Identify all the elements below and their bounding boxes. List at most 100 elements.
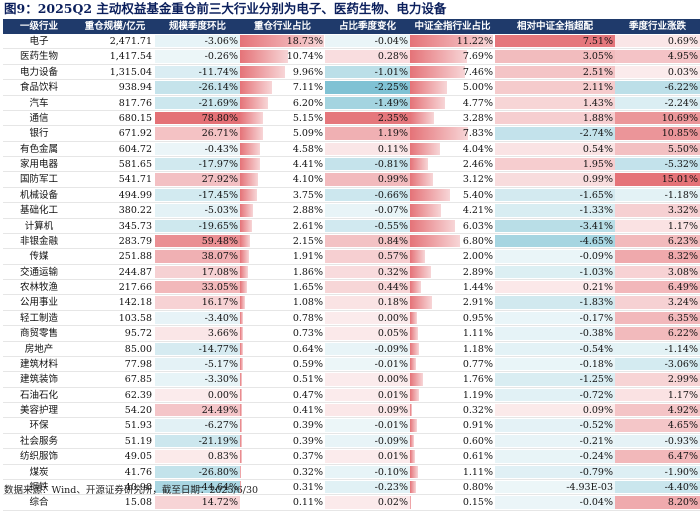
cell-over: -0.21% <box>495 434 615 448</box>
data-bar <box>410 435 414 447</box>
cell-qoq: -14.77% <box>155 342 240 356</box>
cell-name: 非银金融 <box>3 234 75 248</box>
cell-name: 银行 <box>3 126 75 140</box>
cell-csi: 1.18% <box>410 342 495 356</box>
data-bar <box>240 343 243 355</box>
cell-value: 4.95% <box>668 49 698 63</box>
cell-ret: 10.85% <box>615 126 700 140</box>
cell-value: 0.61% <box>463 449 493 463</box>
cell-value: 3.05% <box>583 49 613 63</box>
cell-scale: 2,471.71 <box>75 34 155 48</box>
column-header: 一级行业 <box>3 19 75 34</box>
cell-share: 1.86% <box>240 265 325 279</box>
cell-csi: 6.03% <box>410 219 495 233</box>
cell-over: -0.54% <box>495 342 615 356</box>
cell-value: 0.51% <box>293 372 323 386</box>
cell-ret: 5.50% <box>615 142 700 156</box>
cell-value: -2.25% <box>375 80 408 94</box>
cell-over: -3.41% <box>495 219 615 233</box>
cell-value: 7.51% <box>583 34 613 48</box>
cell-value: 1.44% <box>463 280 493 294</box>
cell-name: 电子 <box>3 34 75 48</box>
cell-csi: 0.61% <box>410 449 495 463</box>
cell-value: 2.61% <box>293 219 323 233</box>
cell-value: 14.72% <box>202 495 238 509</box>
cell-value: -17.97% <box>199 157 238 171</box>
cell-name: 石油石化 <box>3 388 75 402</box>
cell-ret: -4.40% <box>615 480 700 494</box>
cell-share: 0.41% <box>240 403 325 417</box>
cell-share_chg: -0.01% <box>325 418 410 432</box>
cell-value: 2.35% <box>378 111 408 125</box>
cell-ret: 15.01% <box>615 172 700 186</box>
cell-qoq: -21.69% <box>155 96 240 110</box>
cell-over: -4.93E-03 <box>495 480 615 494</box>
cell-over: 3.05% <box>495 49 615 63</box>
cell-value: 4.10% <box>293 172 323 186</box>
data-bar <box>240 435 242 447</box>
cell-value: -0.21% <box>580 434 613 448</box>
cell-value: -2.24% <box>665 96 698 110</box>
cell-value: -44.64% <box>199 480 238 494</box>
cell-value: -4.40% <box>665 480 698 494</box>
data-bar <box>240 50 288 62</box>
cell-ret: 1.17% <box>615 388 700 402</box>
cell-ret: 0.03% <box>615 65 700 79</box>
cell-qoq: -6.27% <box>155 418 240 432</box>
cell-value: 0.83% <box>208 449 238 463</box>
data-bar <box>410 496 411 508</box>
data-bar <box>410 220 455 232</box>
cell-scale: 1,315.04 <box>75 65 155 79</box>
cell-value: 6.20% <box>293 96 323 110</box>
cell-share: 0.51% <box>240 372 325 386</box>
cell-scale: 345.73 <box>75 219 155 233</box>
data-bar <box>240 158 260 170</box>
cell-value: 9.96% <box>293 65 323 79</box>
cell-value: 3.24% <box>668 295 698 309</box>
cell-share_chg: -0.66% <box>325 188 410 202</box>
data-bar <box>410 158 428 170</box>
cell-scale: 51.19 <box>75 434 155 448</box>
cell-over: -1.25% <box>495 372 615 386</box>
cell-value: 11.22% <box>457 34 493 48</box>
cell-csi: 3.12% <box>410 172 495 186</box>
cell-value: 1.18% <box>463 342 493 356</box>
cell-qoq: -11.74% <box>155 65 240 79</box>
cell-name: 建筑装饰 <box>3 372 75 386</box>
cell-scale: 67.85 <box>75 372 155 386</box>
cell-share_chg: 0.84% <box>325 234 410 248</box>
cell-csi: 11.22% <box>410 34 495 48</box>
cell-value: 3.12% <box>463 172 493 186</box>
cell-value: 3.75% <box>293 188 323 202</box>
cell-share: 10.74% <box>240 49 325 63</box>
cell-scale: 244.87 <box>75 265 155 279</box>
cell-qoq: -3.40% <box>155 311 240 325</box>
cell-value: -1.25% <box>580 372 613 386</box>
cell-value: -11.74% <box>199 65 238 79</box>
cell-share: 0.64% <box>240 342 325 356</box>
cell-ret: -1.14% <box>615 342 700 356</box>
cell-share: 2.15% <box>240 234 325 248</box>
cell-name: 机械设备 <box>3 188 75 202</box>
cell-scale: 62.39 <box>75 388 155 402</box>
data-bar <box>410 404 412 416</box>
cell-value: -3.30% <box>205 372 238 386</box>
cell-name: 公用事业 <box>3 295 75 309</box>
cell-value: 1.65% <box>293 280 323 294</box>
cell-value: 6.22% <box>668 326 698 340</box>
cell-qoq: 27.92% <box>155 172 240 186</box>
cell-qoq: -0.43% <box>155 142 240 156</box>
cell-value: 0.32% <box>378 265 408 279</box>
cell-value: 5.40% <box>463 188 493 202</box>
cell-value: -0.52% <box>580 418 613 432</box>
cell-value: -5.03% <box>205 203 238 217</box>
cell-value: 1.19% <box>378 126 408 140</box>
cell-share: 0.32% <box>240 465 325 479</box>
cell-ret: 8.20% <box>615 495 700 509</box>
cell-value: 0.99% <box>378 172 408 186</box>
cell-value: 0.32% <box>293 465 323 479</box>
